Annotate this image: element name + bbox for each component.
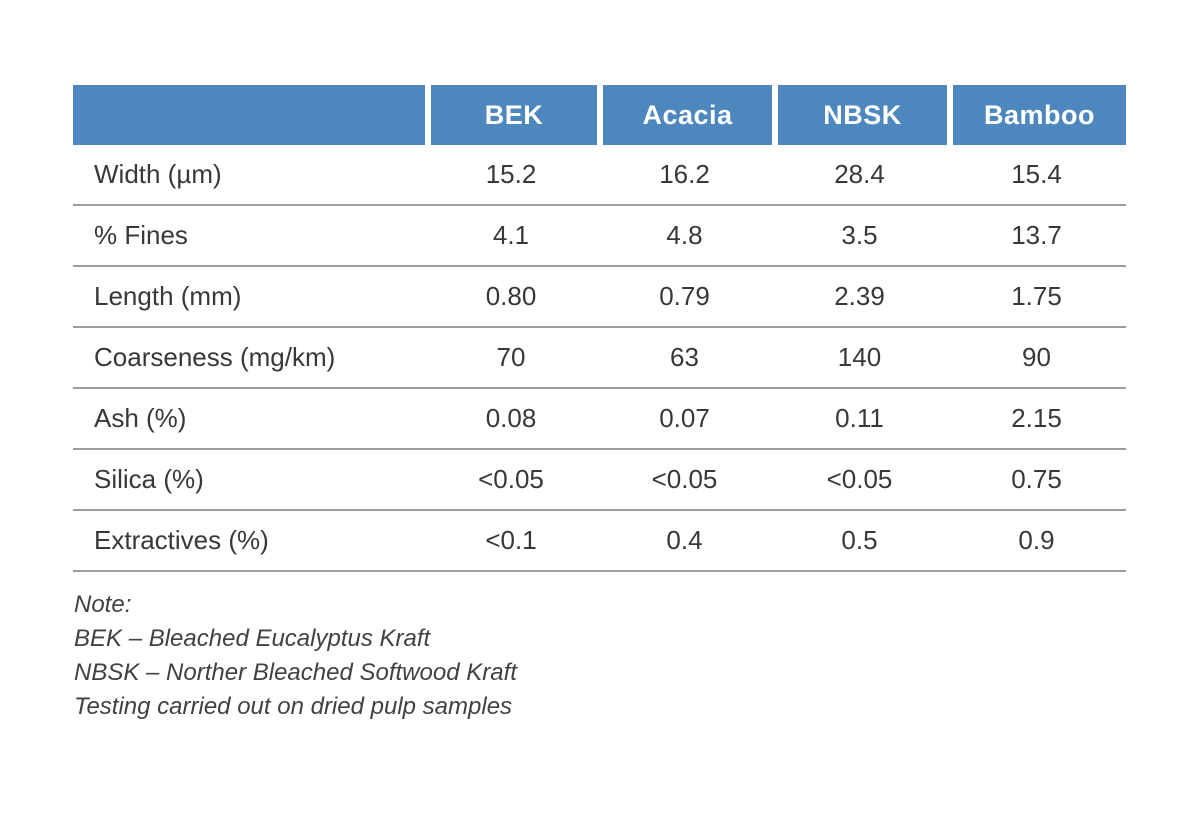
note-testing-condition: Testing carried out on dried pulp sample… [74, 693, 513, 720]
table-row: Width (µm) 15.2 16.2 28.4 15.4 [73, 145, 1126, 206]
header-cell-blank [73, 85, 425, 145]
table-row: Length (mm) 0.80 0.79 2.39 1.75 [73, 267, 1126, 328]
table-cell: 0.79 [659, 281, 710, 311]
table-cell: 70 [496, 342, 526, 372]
table-cell: 0.07 [659, 403, 710, 433]
row-label: Ash (%) [94, 403, 187, 433]
table-cell: 140 [837, 342, 882, 372]
row-label: Width (µm) [94, 159, 222, 189]
row-label: Silica (%) [94, 464, 204, 494]
note-heading: Note: [74, 591, 132, 618]
table-cell: 28.4 [834, 159, 885, 189]
table-cell: 0.80 [485, 281, 537, 311]
table-cell: 3.5 [841, 220, 878, 250]
note-nbsk-definition: NBSK – Norther Bleached Softwood Kraft [74, 659, 517, 686]
note-bek-definition: BEK – Bleached Eucalyptus Kraft [74, 625, 431, 652]
table-cell: <0.05 [651, 464, 718, 494]
table-header-row: BEK Acacia NBSK Bamboo [73, 85, 1126, 145]
table-cell: 0.08 [485, 403, 537, 433]
table-cell: 0.5 [841, 525, 878, 555]
footnote-block: Note: BEK – Bleached Eucalyptus Kraft NB… [74, 588, 517, 724]
table-row: Extractives (%) <0.1 0.4 0.5 0.9 [73, 511, 1126, 572]
table-row: Coarseness (mg/km) 70 63 140 90 [73, 328, 1126, 389]
table-cell: 13.7 [1011, 220, 1062, 250]
header-cell-bek: BEK [425, 85, 597, 145]
table-cell: 15.4 [1011, 159, 1062, 189]
table-cell: 90 [1022, 342, 1051, 372]
table-cell: <0.1 [485, 525, 537, 555]
table-row: % Fines 4.1 4.8 3.5 13.7 [73, 206, 1126, 267]
table-cell: 4.8 [666, 220, 703, 250]
pulp-properties-table: BEK Acacia NBSK Bamboo Width (µm) 15.2 1… [73, 85, 1126, 572]
header-cell-nbsk: NBSK [772, 85, 947, 145]
table-cell: 0.11 [835, 403, 884, 433]
table-cell: 0.75 [1011, 464, 1062, 494]
table-cell: 63 [670, 342, 699, 372]
table-cell: <0.05 [478, 464, 544, 494]
row-label: Coarseness (mg/km) [94, 342, 336, 372]
row-label: Length (mm) [94, 281, 242, 311]
table-row: Ash (%) 0.08 0.07 0.11 2.15 [73, 389, 1126, 450]
header-cell-bamboo: Bamboo [947, 85, 1126, 145]
table-cell: 4.1 [492, 220, 530, 250]
table-cell: 16.2 [659, 159, 710, 189]
table-cell: 15.2 [485, 159, 537, 189]
table-cell: <0.05 [826, 464, 893, 494]
header-cell-acacia: Acacia [597, 85, 772, 145]
table-row: Silica (%) <0.05 <0.05 <0.05 0.75 [73, 450, 1126, 511]
table-cell: 2.15 [1011, 403, 1062, 433]
row-label: % Fines [94, 220, 188, 250]
table-cell: 0.9 [1018, 525, 1055, 555]
row-label: Extractives (%) [94, 525, 269, 555]
table-cell: 0.4 [666, 525, 703, 555]
table-cell: 2.39 [834, 281, 885, 311]
table-cell: 1.75 [1011, 281, 1062, 311]
